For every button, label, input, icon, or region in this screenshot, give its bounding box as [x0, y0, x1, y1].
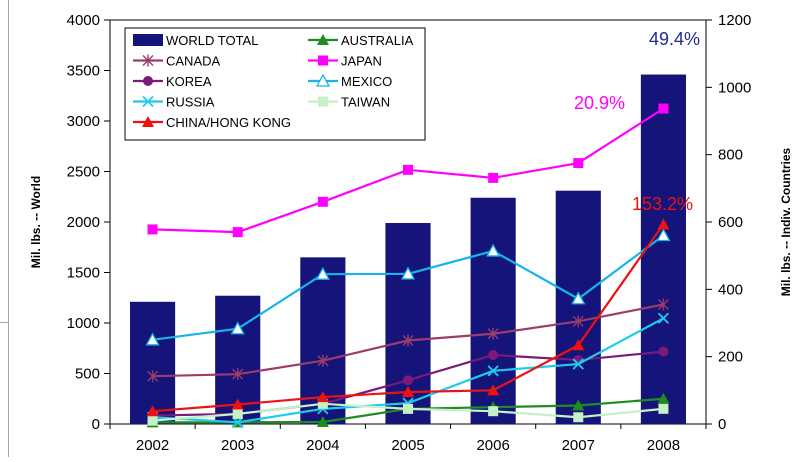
legend-label-mexico: MEXICO	[341, 74, 392, 89]
left-axis-tick-label: 1000	[67, 315, 100, 332]
legend-marker-japan	[318, 55, 328, 66]
point-russia	[232, 416, 244, 428]
annotation-world-total-growth: 49.4%	[649, 29, 700, 49]
point-canada	[147, 370, 159, 383]
x-axis-tick-label: 2008	[647, 437, 680, 454]
point-canada	[317, 354, 329, 367]
point-mexico	[145, 332, 160, 346]
point-mexico	[656, 228, 671, 242]
point-korea	[403, 375, 413, 386]
bar-world-total	[130, 301, 176, 424]
x-axis-tick-label: 2006	[476, 437, 509, 454]
legend-marker-taiwan	[318, 96, 328, 107]
point-korea	[658, 346, 669, 357]
legend-label-korea: KOREA	[166, 74, 212, 89]
point-taiwan	[403, 403, 413, 414]
annotation-china-growth: 153.2%	[632, 194, 693, 214]
legend-label-japan: JAPAN	[341, 54, 382, 69]
point-russia	[572, 358, 584, 370]
legend-label-china-hong-kong: CHINA/HONG KONG	[166, 115, 291, 130]
point-canada	[232, 368, 244, 381]
point-china-hong-kong	[657, 218, 670, 230]
point-mexico	[571, 291, 586, 305]
right-axis-tick-label: 200	[718, 349, 743, 366]
point-canada	[657, 298, 669, 311]
point-russia	[657, 312, 670, 324]
legend-marker-korea	[143, 76, 153, 86]
point-japan	[573, 158, 584, 169]
point-taiwan	[147, 415, 158, 426]
point-china-hong-kong	[146, 405, 159, 417]
point-taiwan	[317, 398, 328, 409]
legend-marker-australia	[317, 34, 329, 45]
left-axis-tick-label: 1500	[67, 265, 100, 282]
left-axis-tick-label: 3000	[67, 113, 100, 130]
bar-world-total	[640, 74, 686, 424]
left-axis-tick-label: 0	[92, 416, 100, 433]
legend-label-taiwan: TAIWAN	[341, 95, 390, 110]
point-australia	[572, 399, 585, 411]
point-taiwan	[573, 412, 584, 423]
point-china-hong-kong	[572, 339, 585, 351]
right-axis-title: Mil. lbs. -- Indiv. Countries	[779, 147, 793, 296]
x-axis-tick-label: 2003	[221, 437, 254, 454]
point-taiwan	[488, 406, 499, 417]
point-russia	[487, 365, 499, 377]
x-axis-tick-label: 2005	[391, 437, 424, 454]
x-axis-tick-label: 2007	[562, 437, 595, 454]
point-japan	[658, 103, 669, 114]
left-axis-tick-label: 2500	[67, 164, 100, 181]
legend-label-world-total: WORLD TOTAL	[166, 33, 258, 48]
point-canada	[487, 327, 499, 340]
left-axis-tick-label: 3500	[67, 63, 100, 80]
legend-label-australia: AUSTRALIA	[341, 33, 414, 48]
legend-label-canada: CANADA	[166, 54, 221, 69]
legend-box	[124, 27, 426, 141]
point-china-hong-kong	[402, 386, 414, 398]
point-mexico	[486, 243, 501, 257]
point-mexico	[400, 266, 416, 280]
legend-marker-russia	[142, 95, 154, 108]
point-taiwan	[232, 408, 243, 419]
left-axis-tick-label: 4000	[67, 12, 100, 29]
x-axis-tick-label: 2004	[306, 437, 339, 454]
right-axis-tick-label: 400	[718, 281, 743, 298]
point-japan	[147, 224, 158, 235]
legend-marker-china-hong-kong	[142, 116, 154, 127]
right-axis-tick-label: 1200	[718, 12, 751, 29]
slide-left-tick	[0, 322, 8, 323]
left-axis-tick-label: 2000	[67, 214, 100, 231]
point-china-hong-kong	[231, 398, 244, 410]
legend-marker-mexico	[315, 73, 331, 87]
right-axis-tick-label: 600	[718, 214, 743, 231]
point-china-hong-kong	[487, 384, 500, 396]
legend-swatch-world-total	[133, 34, 163, 46]
x-axis-tick-label: 2002	[136, 437, 169, 454]
point-australia	[657, 392, 670, 404]
left-axis-tick-label: 500	[75, 366, 100, 383]
left-axis-title: Mil. lbs. -- World	[29, 176, 43, 268]
point-canada	[402, 334, 414, 347]
point-australia	[316, 415, 329, 427]
right-axis-tick-label: 800	[718, 147, 743, 164]
point-canada	[572, 315, 584, 328]
right-axis-tick-label: 1000	[718, 79, 751, 96]
point-japan	[317, 196, 328, 207]
legend-label-russia: RUSSIA	[166, 95, 215, 110]
point-mexico	[230, 321, 245, 335]
point-japan	[488, 172, 499, 183]
right-axis-tick-label: 0	[718, 416, 726, 433]
point-taiwan	[658, 403, 669, 414]
legend-marker-canada	[142, 54, 154, 67]
annotation-japan-growth: 20.9%	[574, 93, 625, 113]
point-japan	[403, 164, 413, 175]
slide-left-rule	[8, 0, 9, 457]
point-japan	[232, 227, 243, 238]
point-korea	[488, 349, 499, 360]
bar-world-total	[555, 190, 601, 424]
point-china-hong-kong	[316, 391, 329, 403]
point-mexico	[315, 266, 330, 280]
